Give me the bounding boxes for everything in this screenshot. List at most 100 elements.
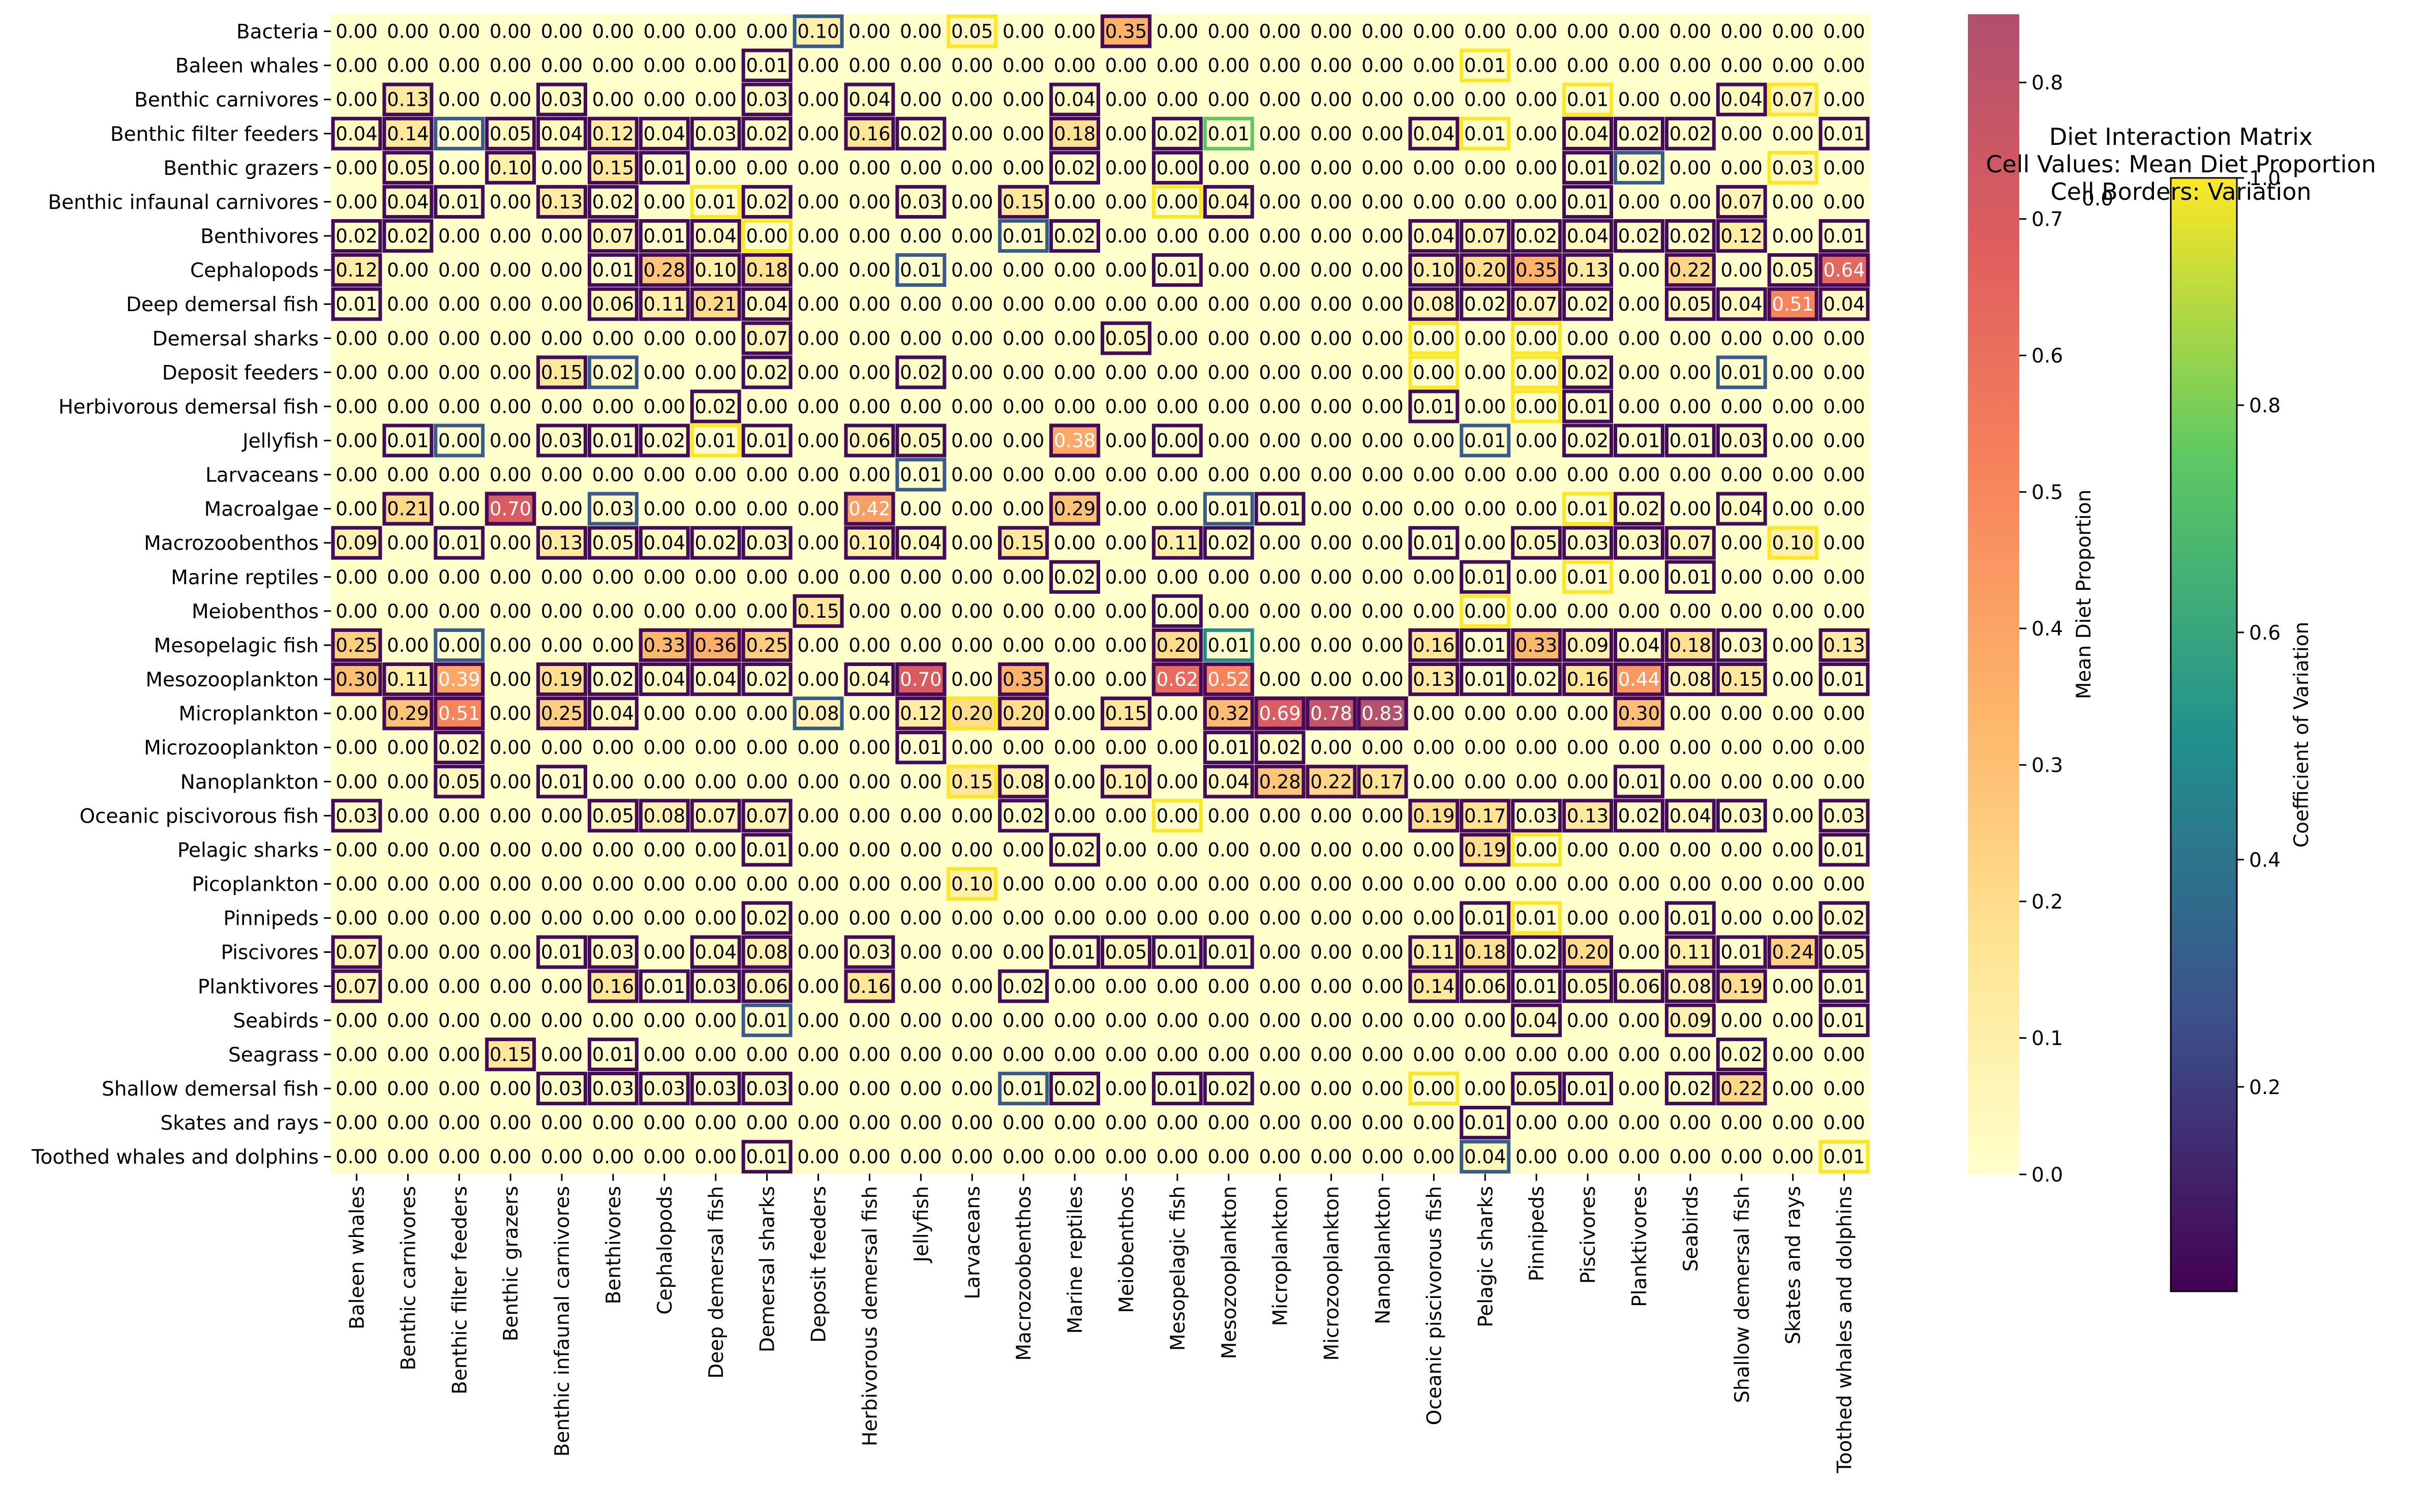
heatmap-cell: [793, 14, 844, 49]
cell-value-label: 0.00: [951, 737, 993, 759]
heatmap-cell: [1306, 492, 1357, 526]
heatmap-cell: [1459, 901, 1511, 935]
cell-value-label: 0.35: [1105, 21, 1147, 43]
heatmap-cell: [1459, 14, 1511, 49]
heatmap-cell: [895, 423, 947, 458]
cell-value-label: 0.01: [1464, 634, 1506, 656]
cell-value-label: 0.00: [541, 1044, 583, 1066]
cell-value-label: 0.00: [1054, 1044, 1096, 1066]
heatmap-cell: [1357, 730, 1409, 765]
cell-value-label: 0.30: [336, 669, 377, 690]
heatmap-cell: [1716, 696, 1768, 731]
cell-value-label: 0.12: [336, 259, 377, 281]
heatmap-cell: [1767, 492, 1819, 526]
cell-value-label: 0.00: [1772, 566, 1813, 588]
heatmap-cell: [1408, 116, 1460, 151]
heatmap-cell: [1818, 116, 1870, 151]
cell-value-label: 0.09: [336, 532, 377, 554]
heatmap-cell: [1767, 458, 1819, 492]
cell-value-label: 0.02: [1618, 157, 1660, 179]
heatmap-cell: [1254, 423, 1306, 458]
cell-value-label: 0.00: [541, 396, 583, 417]
cell-value-label: 0.00: [1413, 1044, 1454, 1066]
cell-value-label: 0.00: [695, 873, 737, 895]
heatmap-cell: [536, 287, 588, 322]
cell-value-label: 0.12: [900, 703, 942, 724]
heatmap-cell: [587, 628, 639, 663]
column-label: Deep demersal fish: [705, 1186, 728, 1379]
heatmap-cell: [1254, 662, 1306, 697]
cell-value-label: 0.00: [1105, 600, 1147, 622]
heatmap-cell: [1510, 696, 1563, 731]
cell-value-label: 0.00: [951, 1146, 993, 1168]
cell-value-label: 0.00: [541, 464, 583, 486]
heatmap-cell: [1716, 287, 1768, 322]
heatmap-cell: [639, 730, 690, 765]
cell-value-label: 0.00: [1105, 293, 1147, 315]
heatmap-cell: [997, 82, 1050, 117]
cell-value-label: 0.33: [644, 634, 685, 656]
cell-value-label: 0.00: [1105, 634, 1147, 656]
fill-colorbar-tick-label: 0.0: [2031, 1164, 2063, 1187]
heatmap-cell: [1767, 116, 1819, 151]
cell-value-label: 0.07: [746, 805, 787, 827]
cell-value-label: 0.05: [1772, 259, 1813, 281]
heatmap-cell: [1767, 150, 1819, 185]
cell-value-label: 0.00: [1670, 873, 1711, 895]
heatmap-cell: [690, 662, 742, 697]
heatmap-cell: [946, 832, 998, 867]
heatmap-cell: [1459, 150, 1511, 185]
cell-value-label: 0.00: [336, 771, 377, 793]
heatmap-cell: [895, 696, 947, 731]
heatmap-cell: [844, 867, 896, 901]
cell-value-label: 0.00: [1105, 498, 1147, 520]
heatmap-cell: [793, 150, 844, 185]
heatmap-cell: [1100, 253, 1152, 288]
heatmap-cell: [690, 798, 742, 833]
heatmap-cell: [844, 219, 896, 254]
heatmap-cell: [793, 492, 844, 526]
heatmap-cell: [1306, 560, 1357, 594]
cell-value-label: 0.21: [387, 498, 429, 520]
cell-value-label: 0.00: [695, 55, 737, 77]
cell-value-label: 0.04: [746, 293, 787, 315]
heatmap-cell: [741, 764, 793, 799]
heatmap-cell: [1203, 185, 1255, 220]
heatmap-cell: [1664, 389, 1716, 424]
heatmap-cell: [331, 526, 383, 560]
heatmap-cell: [1818, 321, 1870, 356]
cell-value-label: 0.33: [1515, 634, 1557, 656]
cell-value-label: 0.00: [797, 327, 839, 349]
cell-value-label: 0.00: [1105, 89, 1147, 111]
cell-value-label: 0.00: [1618, 1112, 1660, 1134]
heatmap-cell: [844, 14, 896, 49]
cell-value-label: 0.00: [1721, 771, 1763, 793]
cell-value-label: 0.00: [1310, 157, 1352, 179]
cell-value-label: 0.00: [695, 771, 737, 793]
cell-value-label: 0.00: [1310, 805, 1352, 827]
cell-value-label: 0.18: [1670, 634, 1711, 656]
cell-value-label: 0.00: [1105, 430, 1147, 452]
heatmap-cell: [997, 594, 1050, 629]
cell-value-label: 0.00: [848, 805, 890, 827]
column-label: Nanoplankton: [1372, 1186, 1394, 1324]
cell-value-label: 0.00: [644, 908, 685, 929]
cell-value-label: 0.00: [1054, 873, 1096, 895]
cell-value-label: 0.42: [848, 498, 890, 520]
cell-value-label: 0.07: [1721, 191, 1763, 213]
heatmap-cell: [741, 82, 793, 117]
cell-value-label: 0.00: [1515, 55, 1557, 77]
cell-value-label: 0.00: [1772, 669, 1813, 690]
cell-value-label: 0.00: [490, 430, 531, 452]
cell-value-label: 0.00: [1515, 123, 1557, 145]
cell-value-label: 0.00: [1361, 600, 1403, 622]
cell-value-label: 0.00: [1054, 1112, 1096, 1134]
cell-value-label: 0.00: [1157, 1010, 1198, 1032]
heatmap-cell: [382, 219, 434, 254]
heatmap-cell: [997, 150, 1050, 185]
cell-value-label: 0.00: [1670, 327, 1711, 349]
heatmap-cell: [1203, 150, 1255, 185]
heatmap-cell: [1049, 14, 1101, 49]
heatmap-cell: [331, 730, 383, 765]
cell-value-label: 0.00: [1772, 396, 1813, 417]
